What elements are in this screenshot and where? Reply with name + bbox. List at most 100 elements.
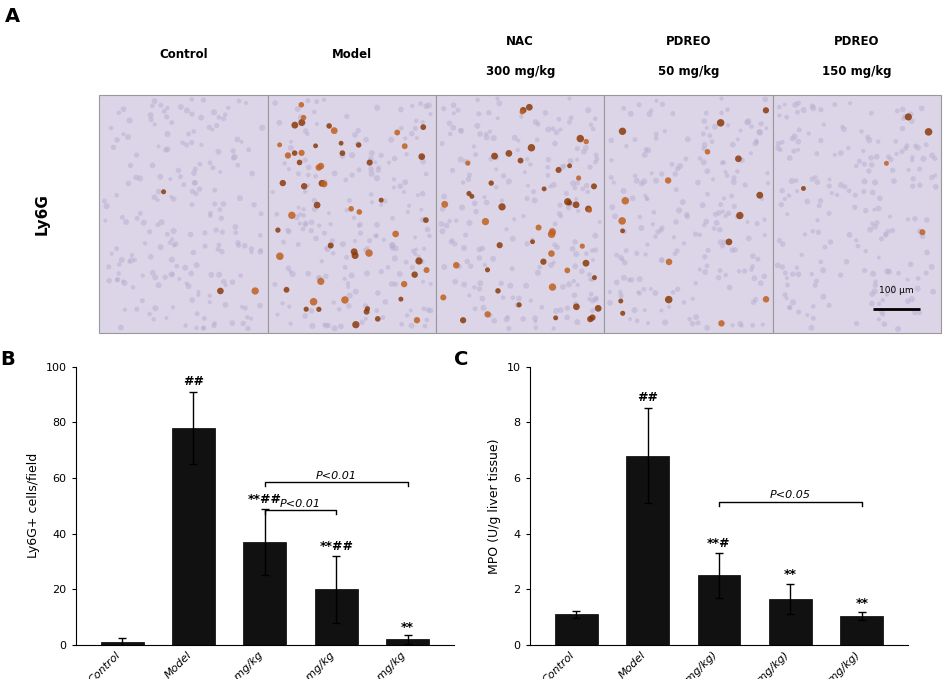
Point	[234, 136, 249, 147]
Point	[569, 249, 584, 259]
Point	[381, 157, 396, 168]
Point	[272, 117, 287, 128]
Point	[787, 131, 802, 142]
Point	[187, 177, 202, 188]
Point	[806, 301, 821, 312]
Point	[805, 226, 820, 237]
Point	[404, 128, 419, 139]
Point	[668, 168, 683, 179]
Point	[253, 230, 268, 241]
Point	[582, 205, 597, 216]
Point	[462, 188, 477, 199]
Point	[412, 251, 427, 262]
Point	[560, 265, 575, 276]
Point	[114, 322, 129, 333]
Point	[914, 103, 929, 114]
Point	[718, 166, 733, 177]
Point	[688, 278, 703, 289]
Text: **##: **##	[248, 493, 282, 506]
Point	[904, 152, 920, 163]
Point	[749, 135, 764, 146]
Point	[505, 292, 520, 303]
Point	[423, 278, 438, 289]
Point	[833, 147, 849, 158]
Point	[341, 282, 356, 293]
Point	[468, 206, 483, 217]
Point	[680, 134, 695, 145]
Point	[279, 285, 294, 295]
Point	[678, 153, 693, 164]
Point	[217, 276, 232, 287]
Point	[531, 222, 546, 233]
Point	[386, 182, 401, 193]
Point	[206, 320, 221, 331]
Point	[270, 208, 285, 219]
Point	[552, 200, 568, 210]
Point	[272, 251, 288, 261]
Point	[905, 181, 920, 191]
Point	[650, 227, 665, 238]
Point	[900, 296, 915, 307]
Point	[340, 111, 355, 122]
Point	[553, 210, 569, 221]
Point	[194, 139, 209, 150]
Point	[920, 215, 935, 225]
Point	[696, 143, 711, 154]
Point	[385, 213, 400, 223]
Point	[560, 303, 575, 314]
Point	[434, 219, 449, 230]
Point	[479, 132, 494, 143]
Point	[244, 243, 259, 254]
Point	[408, 232, 423, 243]
Bar	[436, 95, 604, 333]
Point	[811, 227, 826, 238]
Point	[144, 114, 159, 125]
Point	[384, 134, 399, 145]
Point	[714, 107, 729, 118]
Point	[696, 115, 711, 126]
Bar	[243, 542, 287, 645]
Point	[206, 107, 221, 117]
Text: **: **	[401, 621, 414, 634]
Point	[810, 177, 825, 187]
Point	[462, 290, 477, 301]
Point	[339, 205, 354, 216]
Point	[346, 246, 361, 257]
Point	[643, 284, 658, 295]
Point	[511, 135, 526, 146]
Point	[477, 191, 492, 202]
Point	[290, 168, 306, 179]
Point	[298, 155, 313, 166]
Point	[639, 239, 655, 250]
Point	[480, 309, 495, 320]
Point	[516, 105, 531, 115]
Point	[727, 172, 742, 183]
Text: **: **	[784, 568, 797, 581]
Point	[309, 96, 324, 107]
Point	[546, 257, 561, 268]
Point	[282, 301, 297, 312]
Point	[311, 272, 326, 283]
Point	[801, 128, 816, 139]
Point	[839, 256, 854, 267]
Point	[549, 306, 564, 316]
Point	[423, 109, 438, 120]
Point	[304, 217, 319, 227]
Text: NAC: NAC	[506, 35, 534, 48]
Point	[461, 174, 476, 185]
Point	[390, 127, 405, 138]
Point	[607, 210, 622, 221]
Point	[153, 171, 168, 182]
Point	[179, 139, 194, 150]
Point	[359, 242, 375, 253]
Point	[416, 304, 431, 314]
Point	[295, 223, 310, 234]
Point	[912, 308, 927, 318]
Point	[866, 268, 881, 279]
Point	[714, 93, 729, 104]
Point	[186, 168, 201, 179]
Point	[645, 219, 660, 230]
Point	[207, 318, 222, 329]
Point	[692, 153, 708, 164]
Point	[335, 151, 350, 162]
